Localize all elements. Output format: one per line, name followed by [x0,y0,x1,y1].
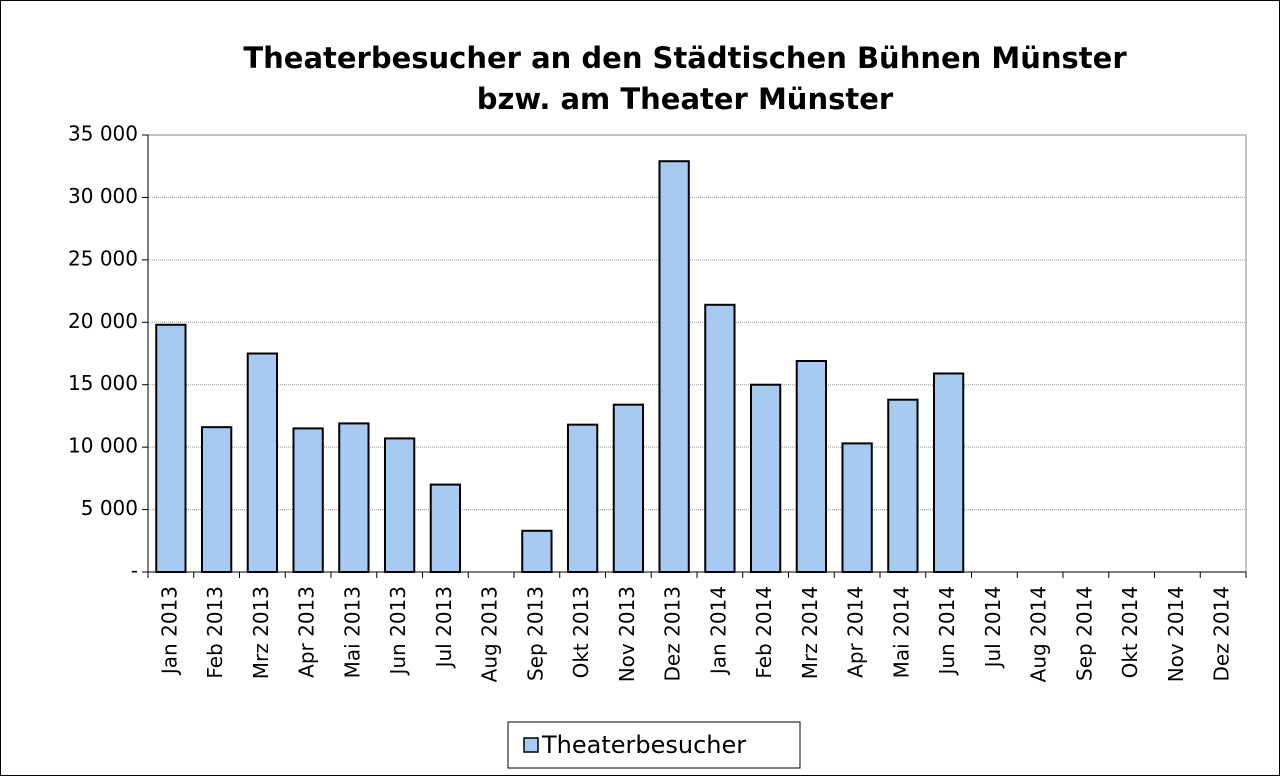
chart-title: Theaterbesucher an den Städtischen Bühne… [243,41,1127,75]
legend-label: Theaterbesucher [541,731,746,759]
legend-box [507,721,801,769]
x-tick-label: Feb 2013 [203,586,227,679]
bar [932,372,965,573]
x-tick-label: Aug 2014 [1027,586,1051,682]
x-tick-label: Okt 2013 [569,586,593,678]
bar [704,303,736,573]
x-tick-label: Mrz 2014 [798,586,822,679]
bar [200,426,233,573]
bar [887,398,919,573]
bar [612,403,645,574]
y-tick-label: 5 000 [81,496,138,520]
x-tick-label: Okt 2014 [1118,586,1142,678]
bar [521,529,553,573]
bar [658,160,690,573]
x-tick-label: Nov 2013 [615,586,639,682]
x-tick-label: Mai 2013 [340,586,364,678]
plot-area [147,134,1247,573]
x-tick-label: Dez 2013 [661,586,685,681]
bar [429,483,462,574]
x-tick-label: Sep 2013 [523,586,547,681]
x-tick-label: Jul 2014 [981,586,1005,669]
x-tick-label: Jun 2013 [386,586,410,677]
x-tick-label: Jun 2014 [935,586,959,677]
bar [383,437,416,573]
y-tick-label: 30 000 [68,184,138,208]
y-tick-label: - [131,559,138,583]
y-tick-label: 25 000 [68,246,138,270]
x-tick-label: Jan 2014 [706,586,730,676]
x-tick-label: Apr 2014 [844,586,868,678]
y-tick-label: 15 000 [68,371,138,395]
x-tick-label: Mrz 2013 [249,586,273,679]
bar [338,422,370,574]
x-tick-label: Jan 2013 [157,586,181,676]
x-tick-label: Nov 2014 [1164,586,1188,682]
bar [155,323,187,574]
x-tick-label: Mai 2014 [889,586,913,678]
x-tick-label: Feb 2014 [752,586,776,679]
legend-swatch [523,737,539,753]
bar [566,423,599,573]
chart-title: bzw. am Theater Münster [477,82,894,116]
bar [749,383,782,574]
x-tick-label: Jul 2013 [432,586,456,669]
x-tick-label: Apr 2013 [295,586,319,678]
x-tick-label: Aug 2013 [478,586,502,682]
y-tick-label: 20 000 [68,309,138,333]
bar [246,352,279,573]
y-tick-label: 10 000 [68,434,138,458]
bar [292,427,324,573]
x-tick-label: Sep 2014 [1072,586,1096,681]
bar [795,359,828,573]
bar [841,442,873,574]
x-tick-label: Dez 2014 [1210,586,1234,681]
y-tick-label: 35 000 [68,122,138,146]
